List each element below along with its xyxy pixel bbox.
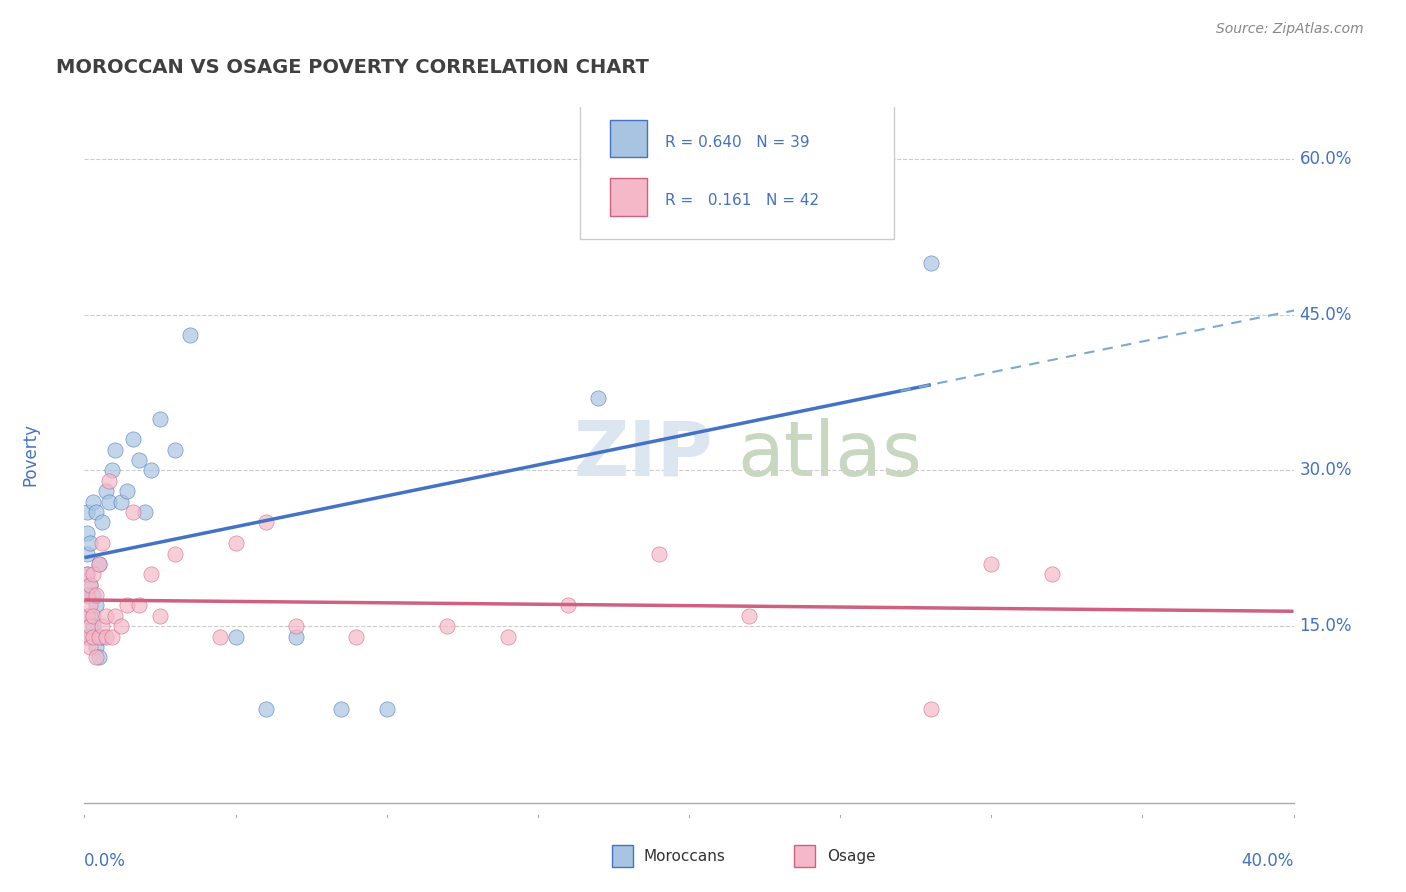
Point	[179, 328, 201, 343]
Point	[163, 547, 186, 561]
Point	[225, 536, 247, 550]
Point	[89, 557, 111, 571]
Point	[89, 630, 111, 644]
Point	[76, 630, 98, 644]
Point	[76, 588, 98, 602]
Point	[139, 463, 162, 477]
Point	[91, 536, 114, 550]
Point	[76, 588, 98, 602]
Point	[91, 630, 114, 644]
Text: atlas: atlas	[737, 418, 922, 491]
Point	[104, 608, 127, 623]
Point	[284, 630, 308, 644]
Point	[375, 702, 398, 716]
Point	[254, 702, 277, 716]
Point	[89, 650, 111, 665]
Point	[86, 650, 108, 665]
Point	[163, 442, 186, 457]
Point	[330, 702, 353, 716]
Text: MOROCCAN VS OSAGE POVERTY CORRELATION CHART: MOROCCAN VS OSAGE POVERTY CORRELATION CH…	[56, 58, 650, 77]
Point	[557, 599, 579, 613]
Point	[100, 463, 122, 477]
Point	[79, 630, 101, 644]
Text: 0.0%: 0.0%	[84, 852, 127, 870]
Point	[79, 640, 101, 654]
Text: 45.0%: 45.0%	[1299, 306, 1353, 324]
Point	[100, 630, 122, 644]
Point	[346, 630, 368, 644]
Point	[139, 567, 162, 582]
Point	[82, 567, 104, 582]
Point	[121, 433, 143, 447]
Text: Poverty: Poverty	[21, 424, 39, 486]
Point	[738, 608, 761, 623]
Point	[79, 619, 101, 633]
Point	[149, 608, 172, 623]
Text: R = 0.640   N = 39: R = 0.640 N = 39	[665, 135, 810, 150]
Bar	[610, 178, 647, 216]
Point	[79, 578, 101, 592]
Point	[79, 599, 101, 613]
FancyBboxPatch shape	[581, 100, 894, 239]
Point	[149, 411, 172, 425]
Point	[76, 608, 98, 623]
Point	[79, 608, 101, 623]
Text: 30.0%: 30.0%	[1299, 461, 1353, 480]
Point	[128, 599, 150, 613]
Point	[91, 516, 114, 530]
Text: 15.0%: 15.0%	[1299, 617, 1353, 635]
Text: 60.0%: 60.0%	[1299, 150, 1353, 168]
Point	[128, 453, 150, 467]
Point	[79, 536, 101, 550]
Point	[920, 256, 942, 270]
Point	[86, 640, 108, 654]
Point	[121, 505, 143, 519]
Point	[1040, 567, 1063, 582]
Text: 40.0%: 40.0%	[1241, 852, 1294, 870]
Point	[588, 391, 610, 405]
Point	[110, 619, 132, 633]
Point	[436, 619, 458, 633]
Point	[86, 505, 108, 519]
Point	[97, 494, 120, 508]
Point	[94, 484, 117, 499]
Point	[94, 608, 117, 623]
Point	[97, 474, 120, 488]
Point	[82, 619, 104, 633]
Point	[76, 567, 98, 582]
Point	[76, 505, 98, 519]
Text: Source: ZipAtlas.com: Source: ZipAtlas.com	[1216, 22, 1364, 37]
Point	[76, 547, 98, 561]
Point	[225, 630, 247, 644]
Point	[94, 630, 117, 644]
Point	[86, 588, 108, 602]
Point	[134, 505, 156, 519]
Point	[254, 516, 277, 530]
Point	[76, 567, 98, 582]
Text: ZIP: ZIP	[574, 418, 713, 491]
Point	[79, 578, 101, 592]
Point	[76, 525, 98, 540]
Point	[89, 557, 111, 571]
Text: R =   0.161   N = 42: R = 0.161 N = 42	[665, 194, 818, 209]
Point	[209, 630, 232, 644]
Text: Moroccans: Moroccans	[644, 849, 725, 863]
Point	[115, 484, 138, 499]
Point	[104, 442, 127, 457]
Point	[86, 599, 108, 613]
Text: Osage: Osage	[827, 849, 876, 863]
Point	[980, 557, 1002, 571]
Point	[284, 619, 308, 633]
Point	[496, 630, 519, 644]
Point	[920, 702, 942, 716]
Point	[110, 494, 132, 508]
Point	[82, 608, 104, 623]
Point	[647, 547, 671, 561]
Point	[82, 630, 104, 644]
Bar	[610, 120, 647, 157]
Point	[82, 494, 104, 508]
Point	[82, 588, 104, 602]
Point	[91, 619, 114, 633]
Point	[115, 599, 138, 613]
